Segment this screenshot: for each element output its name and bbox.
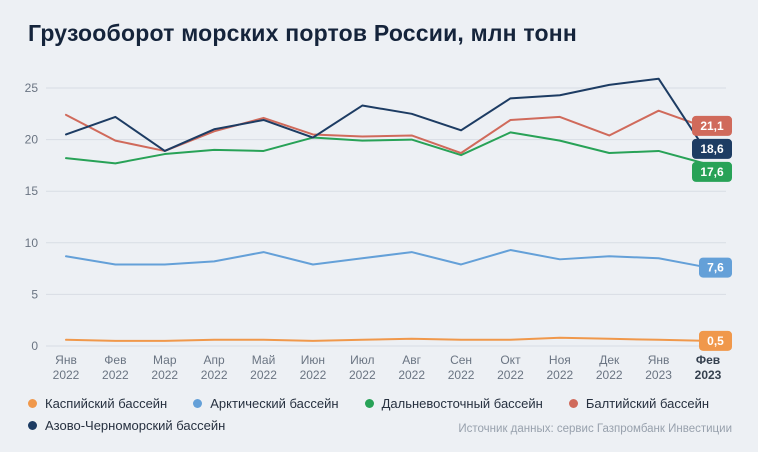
legend-item: Азово-Черноморский бассейн <box>28 418 225 433</box>
data-source-note: Источник данных: сервис Газпромбанк Инве… <box>458 423 732 435</box>
series-line-1 <box>65 336 709 342</box>
x-axis-tick-year: 2022 <box>250 368 277 382</box>
legend-label: Арктический бассейн <box>210 396 339 411</box>
x-axis-tick-year: 2022 <box>497 368 524 382</box>
x-axis-tick-month: Авг <box>402 353 421 367</box>
legend-label: Балтийский бассейн <box>585 396 710 411</box>
series-line-2 <box>65 249 709 269</box>
end-value-badge <box>699 330 732 351</box>
legend-item: Балтийский бассейн <box>568 396 710 411</box>
end-value-label: 0,5 <box>707 334 724 348</box>
series-line-3 <box>65 131 709 166</box>
x-axis-tick-year: 2022 <box>53 368 80 382</box>
legend-dot <box>568 399 578 408</box>
end-value-badge <box>692 115 732 136</box>
x-axis-tick-month: Июн <box>301 353 325 367</box>
x-axis-tick-month: Янв <box>648 353 670 367</box>
chart-legend: Каспийский бассейн Арктический бассейн Дал… <box>28 396 709 433</box>
end-value-label: 17,6 <box>700 165 724 179</box>
legend-dot <box>193 399 203 408</box>
x-axis-tick-month: Янв <box>55 353 77 367</box>
legend-dot <box>28 399 37 408</box>
x-axis-tick-month: Фев <box>696 353 720 367</box>
end-value-badge <box>699 257 732 278</box>
legend-row: Каспийский бассейн Арктический бассейн Дал… <box>28 396 709 411</box>
x-axis-tick-year: 2022 <box>349 368 376 382</box>
x-axis-tick-month: Май <box>252 353 276 367</box>
legend-item: Каспийский бассейн <box>28 396 167 411</box>
x-axis-tick-month: Ноя <box>549 353 571 367</box>
end-value-label: 18,6 <box>700 142 724 156</box>
y-axis-tick-label: 20 <box>25 133 39 147</box>
end-value-badge <box>692 138 732 159</box>
legend-dot <box>364 399 374 408</box>
x-axis-tick-year: 2022 <box>201 368 228 382</box>
y-axis-tick-label: 15 <box>25 184 39 198</box>
x-axis-tick-year: 2022 <box>398 368 425 382</box>
y-axis-tick-label: 0 <box>31 339 38 353</box>
y-axis-tick-label: 5 <box>31 287 38 301</box>
legend-row: Азово-Черноморский бассейн <box>28 418 709 433</box>
x-axis-tick-month: Июл <box>350 353 374 367</box>
legend-label: Каспийский бассейн <box>45 396 168 411</box>
legend-label: Азово-Черноморский бассейн <box>45 418 226 433</box>
x-axis-tick-month: Мар <box>153 353 177 367</box>
x-axis-tick-month: Фев <box>104 353 126 367</box>
end-value-label: 21,1 <box>700 119 724 133</box>
legend-item: Дальневосточный бассейн <box>364 396 543 411</box>
legend-dot <box>28 421 37 430</box>
end-value-label: 7,6 <box>707 261 724 275</box>
legend-item: Арктический бассейн <box>193 396 339 411</box>
x-axis-tick-month: Окт <box>500 353 521 367</box>
legend-label: Дальневосточный бассейн <box>381 396 543 411</box>
end-value-badge <box>692 161 732 182</box>
series-line-4 <box>65 109 709 155</box>
x-axis-tick-month: Сен <box>450 353 472 367</box>
chart-title: Грузооборот морских портов России, млн т… <box>28 20 577 46</box>
series-line-5 <box>65 77 709 156</box>
x-axis-tick-year: 2022 <box>546 368 573 382</box>
x-axis-tick-year: 2022 <box>596 368 623 382</box>
x-axis-tick-month: Дек <box>599 353 620 367</box>
x-axis-tick-month: Апр <box>204 353 226 367</box>
x-axis-tick-year: 2022 <box>151 368 178 382</box>
x-axis-tick-year: 2022 <box>300 368 327 382</box>
y-axis-tick-label: 25 <box>25 81 39 95</box>
x-axis-tick-year: 2023 <box>695 368 722 382</box>
y-axis-tick-label: 10 <box>25 236 39 250</box>
x-axis-tick-year: 2022 <box>448 368 475 382</box>
x-axis-tick-year: 2022 <box>102 368 129 382</box>
x-axis-tick-year: 2023 <box>645 368 672 382</box>
